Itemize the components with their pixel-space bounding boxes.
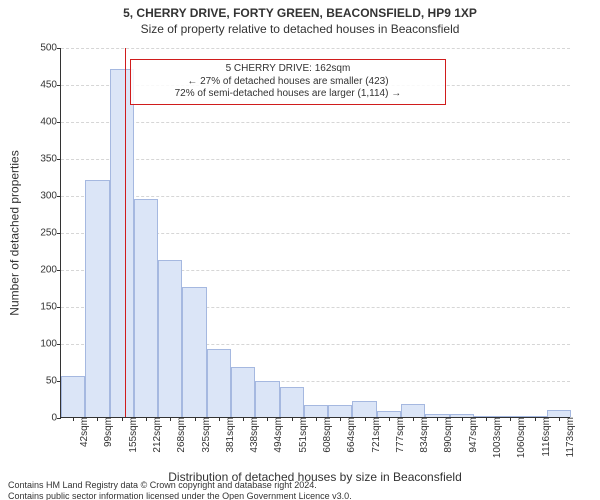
x-tick-mark [340, 417, 341, 421]
histogram-bar [304, 405, 328, 417]
x-tick-mark [73, 417, 74, 421]
plot-area: 05010015020025030035040045050042sqm99sqm… [60, 48, 570, 418]
footer-line-2: Contains public sector information licen… [8, 491, 352, 500]
x-tick-label: 381sqm [223, 417, 236, 453]
x-tick-mark [316, 417, 317, 421]
histogram-bar [231, 367, 255, 417]
x-tick-mark [437, 417, 438, 421]
histogram-bar [328, 405, 352, 417]
chart-subtitle: Size of property relative to detached ho… [0, 22, 600, 36]
x-tick-mark [267, 417, 268, 421]
x-tick-label: 1003sqm [490, 417, 503, 458]
x-tick-mark [535, 417, 536, 421]
y-tick-label: 150 [40, 302, 61, 313]
x-tick-mark [365, 417, 366, 421]
x-tick-label: 99sqm [101, 417, 114, 447]
histogram-bar [182, 287, 206, 417]
y-tick-label: 350 [40, 154, 61, 165]
footer: Contains HM Land Registry data © Crown c… [8, 480, 352, 500]
y-grid-line [61, 196, 570, 197]
y-grid-line [61, 159, 570, 160]
y-grid-line [61, 122, 570, 123]
y-tick-label: 250 [40, 228, 61, 239]
x-tick-mark [389, 417, 390, 421]
x-tick-label: 494sqm [271, 417, 284, 453]
x-tick-label: 608sqm [320, 417, 333, 453]
histogram-bar [401, 404, 425, 417]
y-axis-label-text: Number of detached properties [8, 150, 22, 315]
info-box-line: 72% of semi-detached houses are larger (… [137, 88, 439, 101]
x-tick-label: 777sqm [393, 417, 406, 453]
x-tick-mark [243, 417, 244, 421]
x-tick-label: 890sqm [441, 417, 454, 453]
x-tick-label: 1173sqm [563, 417, 576, 457]
x-tick-label: 551sqm [296, 417, 309, 453]
x-tick-mark [146, 417, 147, 421]
y-axis-label: Number of detached properties [8, 48, 22, 418]
x-tick-label: 664sqm [344, 417, 357, 453]
x-tick-label: 1060sqm [514, 417, 527, 458]
x-tick-label: 721sqm [369, 417, 382, 453]
y-grid-line [61, 48, 570, 49]
y-tick-label: 200 [40, 265, 61, 276]
x-tick-label: 834sqm [417, 417, 430, 453]
x-tick-label: 1116sqm [539, 417, 552, 457]
y-tick-label: 450 [40, 80, 61, 91]
y-tick-label: 400 [40, 117, 61, 128]
plot-inner: 05010015020025030035040045050042sqm99sqm… [60, 48, 570, 418]
x-tick-mark [510, 417, 511, 421]
x-tick-label: 268sqm [174, 417, 187, 453]
y-tick-label: 300 [40, 191, 61, 202]
x-tick-label: 42sqm [77, 417, 90, 447]
footer-line-1: Contains HM Land Registry data © Crown c… [8, 480, 352, 491]
chart-title: 5, CHERRY DRIVE, FORTY GREEN, BEACONSFIE… [0, 6, 600, 20]
histogram-bar [61, 376, 85, 417]
y-tick-label: 100 [40, 339, 61, 350]
histogram-bar [85, 180, 109, 417]
histogram-bar [207, 349, 231, 417]
histogram-bar [158, 260, 182, 417]
x-tick-label: 155sqm [126, 417, 139, 453]
histogram-bar [110, 69, 134, 417]
x-tick-label: 947sqm [466, 417, 479, 453]
histogram-bar [280, 387, 304, 417]
histogram-bar [255, 381, 279, 417]
x-tick-label: 438sqm [247, 417, 260, 453]
histogram-bar [134, 199, 158, 417]
x-tick-mark [122, 417, 123, 421]
x-tick-label: 212sqm [150, 417, 163, 453]
y-tick-label: 500 [40, 43, 61, 54]
info-box: 5 CHERRY DRIVE: 162sqm← 27% of detached … [130, 59, 446, 105]
histogram-bar [547, 410, 571, 417]
x-tick-mark [292, 417, 293, 421]
y-tick-label: 50 [46, 376, 61, 387]
x-tick-mark [170, 417, 171, 421]
property-marker-line [125, 48, 126, 417]
y-tick-label: 0 [51, 413, 61, 424]
info-box-line: 5 CHERRY DRIVE: 162sqm [137, 63, 439, 76]
x-tick-mark [195, 417, 196, 421]
x-tick-mark [486, 417, 487, 421]
x-tick-label: 325sqm [199, 417, 212, 453]
x-tick-mark [559, 417, 560, 421]
info-box-line: ← 27% of detached houses are smaller (42… [137, 76, 439, 89]
x-tick-mark [413, 417, 414, 421]
x-tick-mark [97, 417, 98, 421]
x-tick-mark [462, 417, 463, 421]
x-tick-mark [219, 417, 220, 421]
histogram-bar [352, 401, 376, 417]
